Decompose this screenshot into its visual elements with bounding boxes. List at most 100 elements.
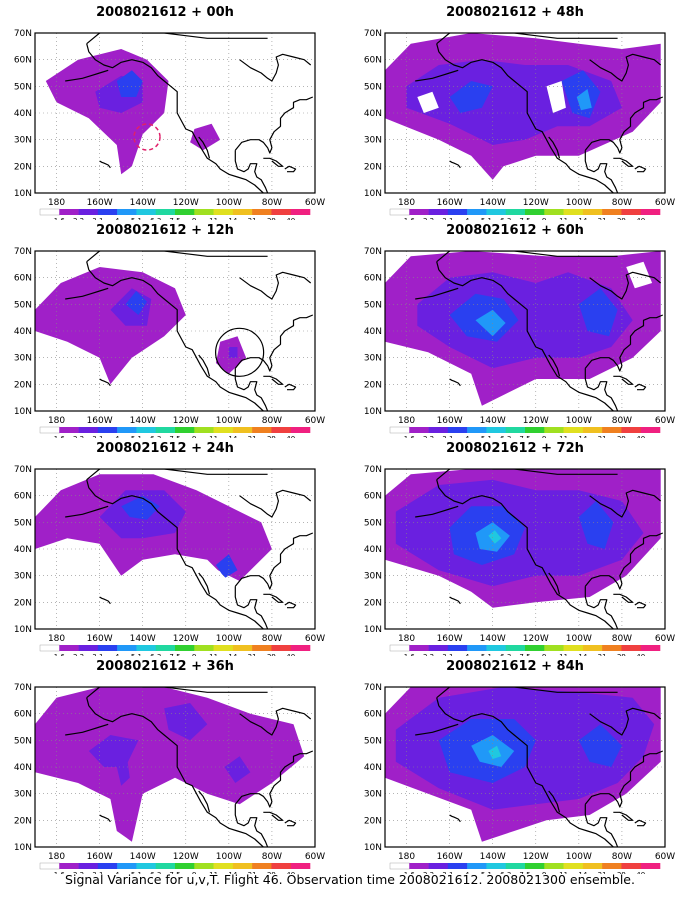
colorbar-swatch xyxy=(194,209,214,215)
coastline xyxy=(436,251,618,263)
coastline xyxy=(449,378,461,387)
latitude-tick-label: 30N xyxy=(364,354,382,364)
colorbar-label: 4 xyxy=(465,435,470,438)
colorbar-swatch xyxy=(117,209,137,215)
coastline xyxy=(436,479,614,629)
colorbar-swatch xyxy=(290,427,311,433)
colorbar-swatch xyxy=(271,863,292,869)
colorbar-label: 7.5 xyxy=(169,217,180,220)
coastline xyxy=(239,53,312,82)
coastline xyxy=(584,368,619,411)
longitude-tick-label: 160W xyxy=(437,634,463,644)
longitude-tick-label: 80W xyxy=(612,634,632,644)
colorbar-swatch xyxy=(428,645,449,651)
colorbar-label: 29 xyxy=(617,435,626,438)
variance-contour-region xyxy=(116,761,130,786)
colorbar-swatch xyxy=(389,208,410,216)
panel-title: 2008021612 + 00h xyxy=(96,5,234,20)
colorbar-label: 3.1 xyxy=(92,435,103,438)
colorbar-label: 21 xyxy=(598,217,607,220)
colorbar-label: 11 xyxy=(209,435,218,438)
colorbar-label: 5.1 xyxy=(131,871,142,874)
longitude-tick-label: 80W xyxy=(612,198,632,208)
coastline xyxy=(198,790,211,813)
colorbar-swatch xyxy=(447,645,468,651)
latitude-tick-label: 70N xyxy=(364,465,382,475)
colorbar-label: 5.1 xyxy=(131,217,142,220)
latitude-tick-label: 70N xyxy=(364,683,382,693)
map-panel: 2008021612 + 12h 10N 20N 30N 40N 50N 60N 70N 180… xyxy=(0,223,330,438)
colorbar-label: 11 xyxy=(559,653,568,656)
colorbar-swatch xyxy=(136,209,157,215)
colorbar-swatch xyxy=(389,426,410,434)
coastline xyxy=(584,96,664,154)
verification-region-circle xyxy=(215,327,265,377)
panel-title: 2008021612 + 36h xyxy=(96,659,234,674)
longitude-tick-label: 60W xyxy=(305,416,325,426)
latitude-tick-label: 40N xyxy=(364,763,382,773)
longitude-tick-label: 180 xyxy=(398,416,415,426)
latitude-tick-label: 10N xyxy=(364,625,382,635)
coastline xyxy=(436,33,618,45)
colorbar-swatch xyxy=(602,427,622,433)
variance-contour-region xyxy=(88,735,139,767)
colorbar-swatch xyxy=(621,209,642,215)
colorbar-label: 11 xyxy=(209,217,218,220)
colorbar-swatch xyxy=(252,209,272,215)
colorbar-swatch xyxy=(175,427,195,433)
colorbar-label: 4 xyxy=(115,217,120,220)
longitude-tick-label: 180 xyxy=(398,634,415,644)
colorbar-label: 6.3 xyxy=(150,653,161,656)
colorbar-label: 29 xyxy=(267,871,276,874)
coastline xyxy=(86,687,268,699)
coastline xyxy=(449,596,461,605)
colorbar-label: 7.5 xyxy=(169,435,180,438)
latitude-tick-label: 20N xyxy=(14,162,32,172)
longitude-tick-label: 120W xyxy=(523,198,549,208)
map-plot: 10N 20N 30N 40N 50N 60N 70N 180 160W 140W 120W 100W… xyxy=(14,465,325,656)
coastline xyxy=(234,586,269,629)
colorbar-label: 2.2 xyxy=(73,871,84,874)
longitude-tick-label: 180 xyxy=(48,634,65,644)
longitude-tick-label: 140W xyxy=(130,852,156,862)
longitude-tick-label: 100W xyxy=(216,416,242,426)
longitude-tick-label: 140W xyxy=(130,634,156,644)
longitude-tick-label: 120W xyxy=(523,852,549,862)
colorbar-swatch xyxy=(621,427,642,433)
colorbar-swatch xyxy=(409,645,429,651)
colorbar-label: 40 xyxy=(286,217,295,220)
colorbar-label: 11 xyxy=(209,653,218,656)
no-signal-region xyxy=(546,81,566,113)
colorbar-swatch xyxy=(78,209,99,215)
colorbar-label: 4 xyxy=(465,217,470,220)
colorbar-swatch xyxy=(59,209,79,215)
coastline xyxy=(548,354,561,377)
longitude-tick-label: 60W xyxy=(655,198,675,208)
panel-title: 2008021612 + 24h xyxy=(96,441,234,456)
latitude-tick-label: 40N xyxy=(14,545,32,555)
map-plot: 10N 20N 30N 40N 50N 60N 70N 180 160W 140W 120W 100W… xyxy=(14,247,325,438)
latitude-tick-label: 40N xyxy=(364,109,382,119)
variance-contour-region xyxy=(578,288,618,337)
colorbar-swatch xyxy=(467,863,487,869)
colorbar-label: 5.1 xyxy=(481,217,492,220)
latitude-tick-label: 70N xyxy=(14,683,32,693)
variance-contour-region xyxy=(488,530,502,544)
variance-contour-region xyxy=(164,703,208,741)
coastline xyxy=(86,261,264,411)
colorbar-label: 5.1 xyxy=(131,653,142,656)
longitude-tick-label: 180 xyxy=(398,198,415,208)
coastline xyxy=(548,136,561,159)
colorbar-swatch xyxy=(563,645,584,651)
coastline xyxy=(584,150,619,193)
colorbar-label: 5.1 xyxy=(481,653,492,656)
latitude-tick-label: 50N xyxy=(14,82,32,92)
colorbar-label: 40 xyxy=(286,653,295,656)
longitude-tick-label: 160W xyxy=(437,198,463,208)
longitude-tick-label: 180 xyxy=(48,416,65,426)
latitude-tick-label: 40N xyxy=(14,109,32,119)
longitude-tick-label: 140W xyxy=(480,634,506,644)
colorbar-swatch xyxy=(252,427,272,433)
colorbar-swatch xyxy=(525,427,545,433)
colorbar-label: 4 xyxy=(465,871,470,874)
